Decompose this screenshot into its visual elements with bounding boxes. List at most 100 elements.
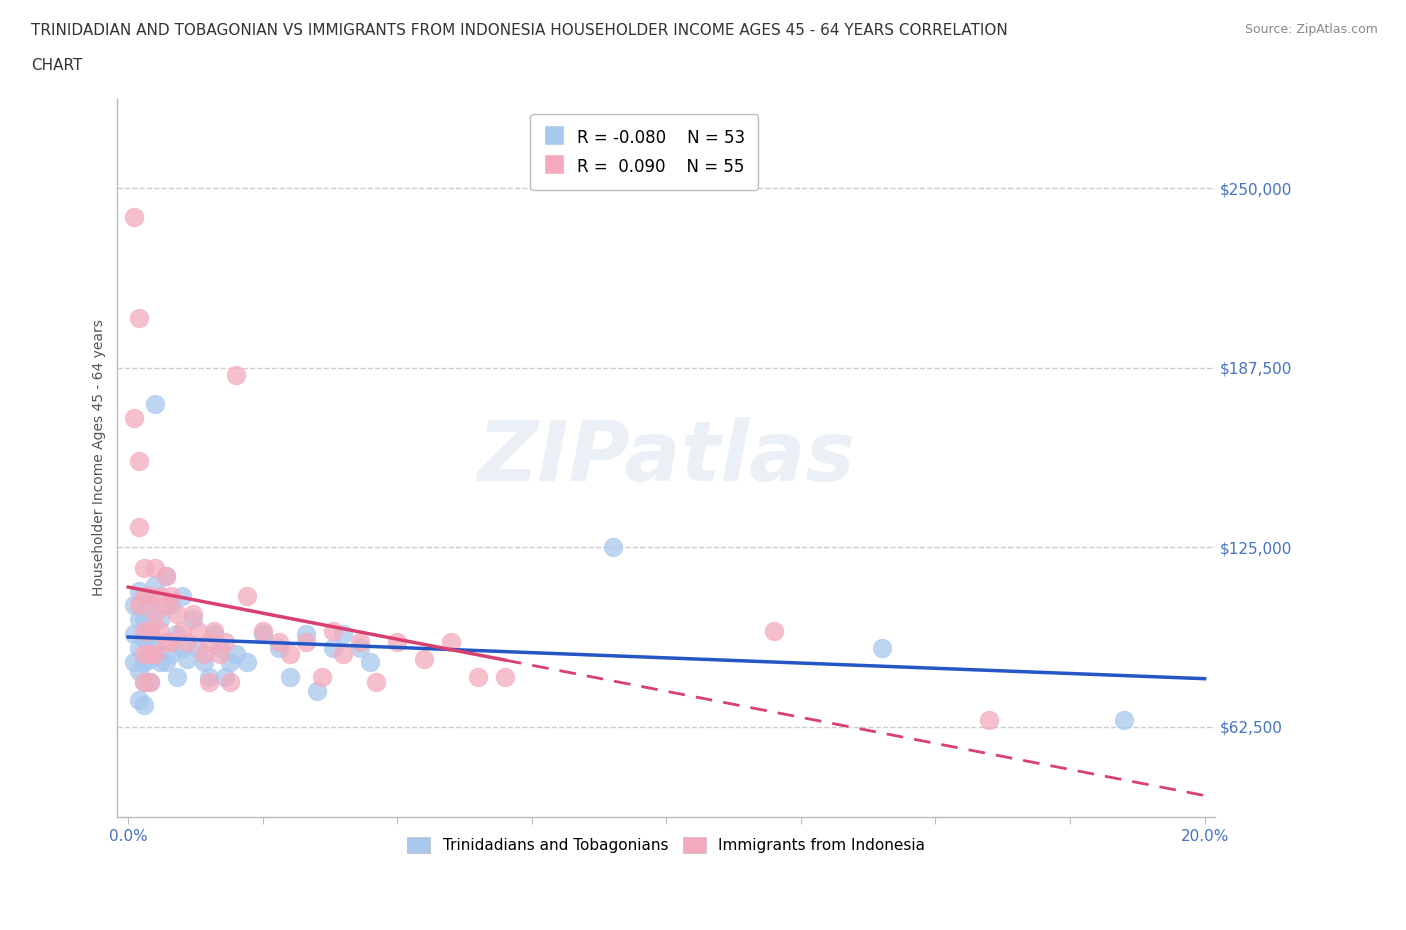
Point — [122, 626, 145, 641]
Point — [134, 631, 156, 646]
Point — [252, 626, 274, 641]
Text: CHART: CHART — [31, 58, 83, 73]
Point — [305, 684, 328, 698]
Point — [170, 589, 193, 604]
Point — [170, 641, 193, 656]
Text: ZIPatlas: ZIPatlas — [478, 418, 855, 498]
Point — [413, 652, 436, 667]
Point — [467, 670, 489, 684]
Point — [149, 612, 172, 627]
Point — [149, 655, 172, 670]
Point — [134, 589, 156, 604]
Point — [166, 670, 188, 684]
Point — [138, 646, 160, 661]
Point — [134, 646, 156, 661]
Point — [202, 623, 225, 638]
Point — [364, 675, 387, 690]
Point — [198, 670, 221, 684]
Point — [138, 597, 160, 612]
Point — [128, 311, 150, 325]
Point — [128, 454, 150, 469]
Point — [155, 569, 177, 584]
Point — [160, 635, 183, 650]
Point — [170, 623, 193, 638]
Point — [181, 606, 204, 621]
Point — [155, 569, 177, 584]
Point — [225, 646, 247, 661]
Point — [602, 540, 624, 555]
Point — [160, 589, 183, 604]
Point — [143, 646, 166, 661]
Point — [235, 655, 257, 670]
Point — [198, 635, 221, 650]
Point — [155, 597, 177, 612]
Point — [138, 626, 160, 641]
Point — [122, 597, 145, 612]
Point — [202, 626, 225, 641]
Point — [138, 675, 160, 690]
Y-axis label: Householder Income Ages 45 - 64 years: Householder Income Ages 45 - 64 years — [93, 319, 107, 596]
Point — [387, 635, 409, 650]
Point — [128, 520, 150, 535]
Point — [143, 396, 166, 411]
Point — [181, 612, 204, 627]
Point — [176, 635, 198, 650]
Point — [193, 646, 215, 661]
Point — [143, 560, 166, 575]
Point — [128, 641, 150, 656]
Point — [122, 655, 145, 670]
Point — [440, 635, 463, 650]
Point — [122, 411, 145, 426]
Point — [219, 655, 242, 670]
Point — [128, 583, 150, 598]
Point — [311, 670, 333, 684]
Point — [235, 589, 257, 604]
Point — [134, 560, 156, 575]
Point — [160, 646, 183, 661]
Point — [176, 652, 198, 667]
Point — [134, 698, 156, 713]
Point — [138, 623, 160, 638]
Point — [332, 626, 354, 641]
Point — [278, 646, 301, 661]
Point — [138, 589, 160, 604]
Point — [138, 652, 160, 667]
Point — [494, 670, 516, 684]
Point — [143, 641, 166, 656]
Point — [214, 670, 236, 684]
Point — [149, 623, 172, 638]
Point — [225, 367, 247, 382]
Point — [870, 641, 893, 656]
Point — [198, 675, 221, 690]
Point — [149, 589, 172, 604]
Point — [979, 712, 1001, 727]
Point — [763, 623, 786, 638]
Point — [122, 210, 145, 225]
Point — [134, 675, 156, 690]
Point — [278, 670, 301, 684]
Point — [155, 655, 177, 670]
Point — [138, 675, 160, 690]
Point — [160, 597, 183, 612]
Point — [155, 635, 177, 650]
Point — [219, 675, 242, 690]
Point — [322, 623, 344, 638]
Point — [214, 635, 236, 650]
Text: Source: ZipAtlas.com: Source: ZipAtlas.com — [1244, 23, 1378, 36]
Point — [143, 578, 166, 592]
Point — [1112, 712, 1135, 727]
Point — [166, 606, 188, 621]
Point — [267, 641, 290, 656]
Text: TRINIDADIAN AND TOBAGONIAN VS IMMIGRANTS FROM INDONESIA HOUSEHOLDER INCOME AGES : TRINIDADIAN AND TOBAGONIAN VS IMMIGRANTS… — [31, 23, 1008, 38]
Point — [128, 663, 150, 678]
Point — [128, 597, 150, 612]
Point — [134, 623, 156, 638]
Point — [295, 626, 318, 641]
Point — [128, 692, 150, 707]
Point — [166, 626, 188, 641]
Point — [349, 641, 371, 656]
Point — [349, 635, 371, 650]
Point — [208, 641, 231, 656]
Point — [143, 606, 166, 621]
Point — [187, 623, 209, 638]
